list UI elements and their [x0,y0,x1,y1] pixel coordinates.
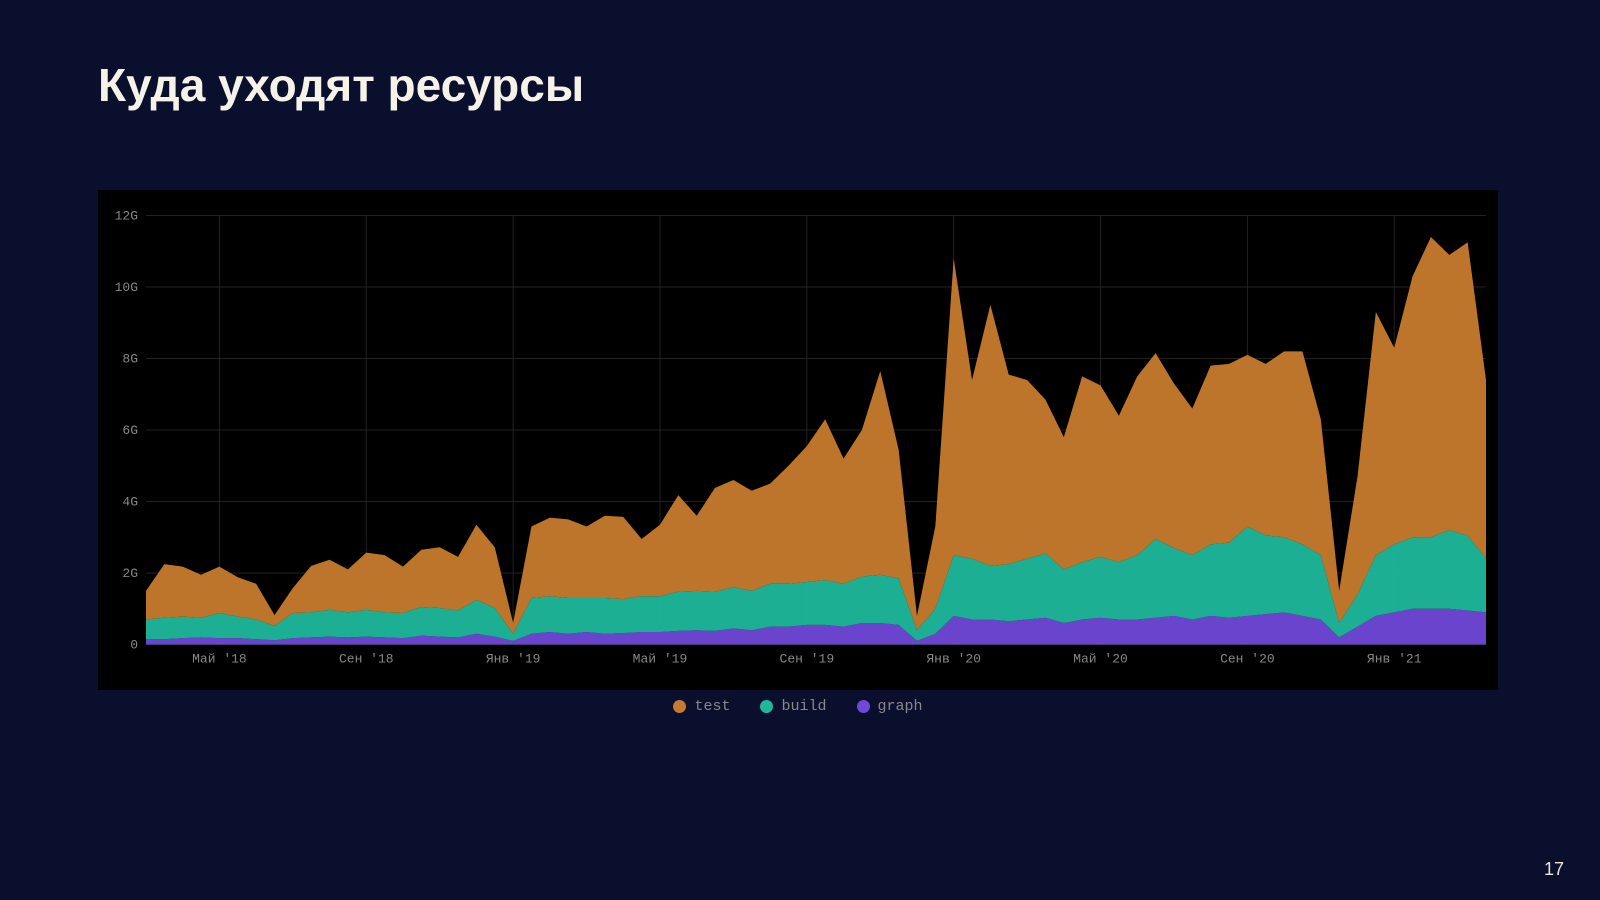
y-tick-label: 4G [122,495,138,510]
legend-swatch-icon [760,700,773,713]
x-tick-label: Янв '19 [486,652,541,667]
y-tick-label: 10G [115,280,138,295]
legend-item-build: build [760,698,826,715]
legend-swatch-icon [857,700,870,713]
x-tick-label: Сен '20 [1220,652,1275,667]
legend-item-test: test [673,698,730,715]
legend-label: graph [878,698,923,715]
x-tick-label: Май '18 [192,652,247,667]
x-tick-label: Янв '21 [1367,652,1422,667]
legend-swatch-icon [673,700,686,713]
slide-title: Куда уходят ресурсы [98,58,584,112]
legend-label: build [781,698,826,715]
chart-legend: test build graph [98,690,1498,715]
x-tick-label: Май '20 [1073,652,1128,667]
area-chart-svg: 0 2G 4G 6G 8G 10G 12G Май '18 Сен '18 Янв '19 Май … [98,190,1498,690]
page-number: 17 [1544,859,1564,880]
y-tick-label: 0 [130,638,138,653]
resource-chart: 0 2G 4G 6G 8G 10G 12G Май '18 Сен '18 Янв '19 Май … [98,190,1498,690]
legend-item-graph: graph [857,698,923,715]
y-tick-label: 12G [115,209,138,224]
y-tick-label: 8G [122,352,138,367]
y-tick-label: 6G [122,423,138,438]
legend-label: test [694,698,730,715]
x-tick-label: Янв '20 [926,652,981,667]
x-tick-label: Май '19 [633,652,688,667]
y-tick-label: 2G [122,566,138,581]
x-tick-label: Сен '19 [780,652,835,667]
x-tick-label: Сен '18 [339,652,394,667]
